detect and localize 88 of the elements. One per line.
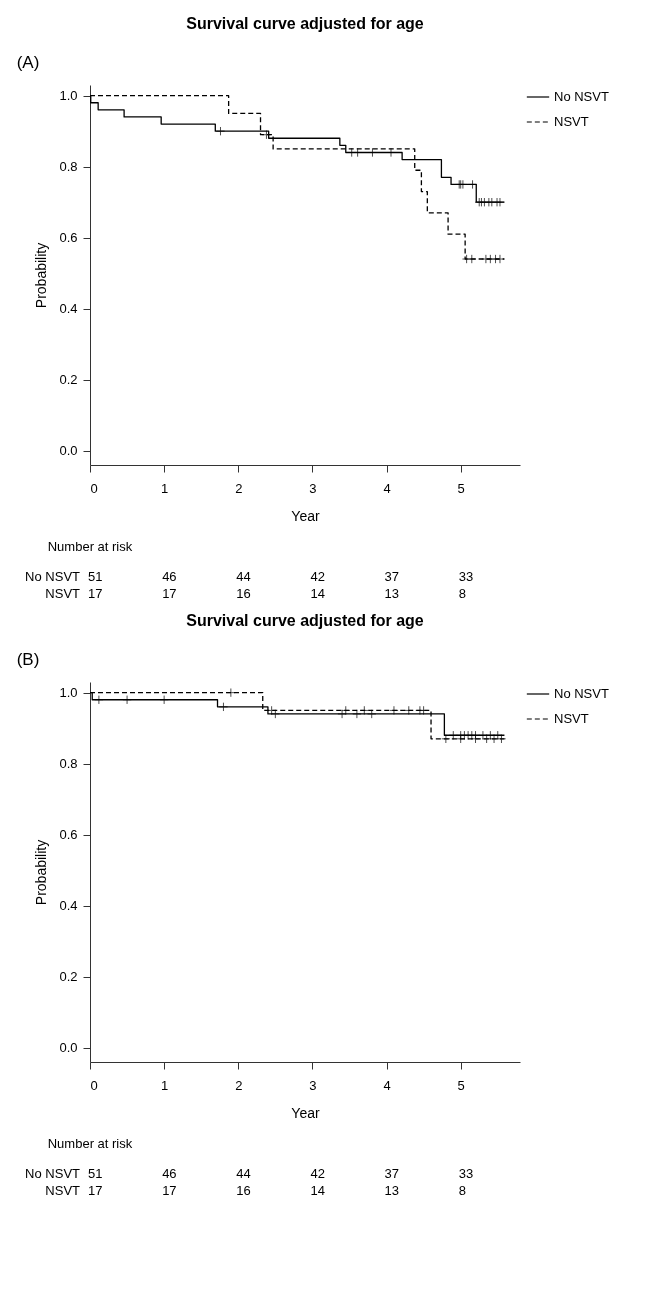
text: 8 (458, 586, 466, 601)
y-tick-label: 1.0 (59, 88, 78, 104)
x-axis-title: Year (291, 507, 320, 524)
text: 51 (88, 1166, 103, 1181)
point (441, 734, 451, 744)
x-tick-label: 4 (383, 480, 391, 496)
text: 16 (236, 586, 251, 601)
x-tick-label: 2 (235, 480, 243, 496)
legend-label: No NSVT (554, 686, 609, 701)
x-tick-label: 5 (457, 480, 465, 496)
point (218, 702, 229, 712)
text: 46 (162, 1166, 177, 1181)
text: No NSVT (25, 569, 81, 584)
point (341, 705, 351, 716)
point (496, 734, 507, 744)
y-tick-label: 0.2 (59, 969, 78, 985)
text: (A) (16, 53, 40, 72)
text: Number at risk (47, 539, 133, 554)
x-tick-label: 0 (90, 480, 98, 496)
text: Number at risk (47, 1136, 133, 1151)
y-tick-label: 1.0 (59, 685, 78, 701)
point (352, 709, 362, 719)
x-tick-label: 3 (309, 1077, 317, 1093)
y-tick-label: 0.8 (59, 756, 78, 772)
point (159, 695, 169, 705)
point (467, 254, 477, 264)
point (94, 695, 104, 705)
point (261, 130, 272, 140)
y-tick-label: 0.6 (59, 230, 78, 246)
text: 13 (384, 586, 400, 601)
legend-label: No NSVT (554, 89, 609, 104)
legend-label: NSVT (554, 711, 589, 726)
x-tick-label: 1 (161, 1077, 169, 1093)
text: (B) (16, 650, 40, 669)
y-axis-title: Probability (33, 839, 50, 906)
point (489, 734, 499, 744)
point (215, 126, 226, 136)
text: 13 (384, 1183, 400, 1198)
text: 33 (458, 569, 474, 584)
x-tick-label: 5 (457, 1077, 465, 1093)
text: 17 (88, 586, 103, 601)
text: 14 (310, 1183, 325, 1198)
x-tick-label: 0 (90, 1077, 98, 1093)
chart-title: Survival curve adjusted for age (186, 612, 424, 629)
text: 17 (88, 1183, 103, 1198)
point (226, 687, 236, 698)
y-tick-label: 0.0 (59, 1040, 78, 1056)
text: 17 (162, 1183, 177, 1198)
y-axis-title: Probability (33, 242, 50, 309)
point (470, 734, 481, 744)
point (270, 709, 281, 719)
x-tick-label: 3 (309, 480, 317, 496)
point (404, 705, 414, 716)
x-tick-label: 4 (383, 1077, 391, 1093)
y-tick-label: 0.8 (59, 159, 78, 175)
text: 46 (162, 569, 177, 584)
chart-title: Survival curve adjusted for age (186, 15, 424, 32)
text: 14 (310, 586, 325, 601)
point (478, 730, 488, 740)
text: 42 (310, 569, 325, 584)
text: 37 (384, 1166, 400, 1181)
text: NSVT (45, 1183, 81, 1198)
y-tick-label: 0.0 (59, 443, 78, 459)
text: 44 (236, 1166, 251, 1181)
point (359, 705, 369, 716)
text: 42 (310, 1166, 325, 1181)
point (367, 709, 377, 719)
text: No NSVT (25, 1166, 81, 1181)
y-tick-label: 0.4 (59, 301, 78, 317)
point (389, 705, 399, 716)
legend-label: NSVT (554, 114, 589, 129)
y-tick-label: 0.2 (59, 372, 78, 388)
x-tick-label: 1 (161, 480, 169, 496)
text: 51 (88, 569, 103, 584)
text: NSVT (45, 586, 81, 601)
text: 44 (236, 569, 251, 584)
point (337, 709, 347, 719)
text: 16 (236, 1183, 251, 1198)
point (495, 254, 505, 264)
text: 17 (162, 586, 177, 601)
text: 33 (458, 1166, 474, 1181)
y-tick-label: 0.4 (59, 898, 78, 914)
point (122, 695, 132, 705)
x-tick-label: 2 (235, 1077, 243, 1093)
x-axis-title: Year (291, 1104, 320, 1121)
text: 8 (458, 1183, 466, 1198)
text: 37 (384, 569, 400, 584)
y-tick-label: 0.6 (59, 827, 78, 843)
